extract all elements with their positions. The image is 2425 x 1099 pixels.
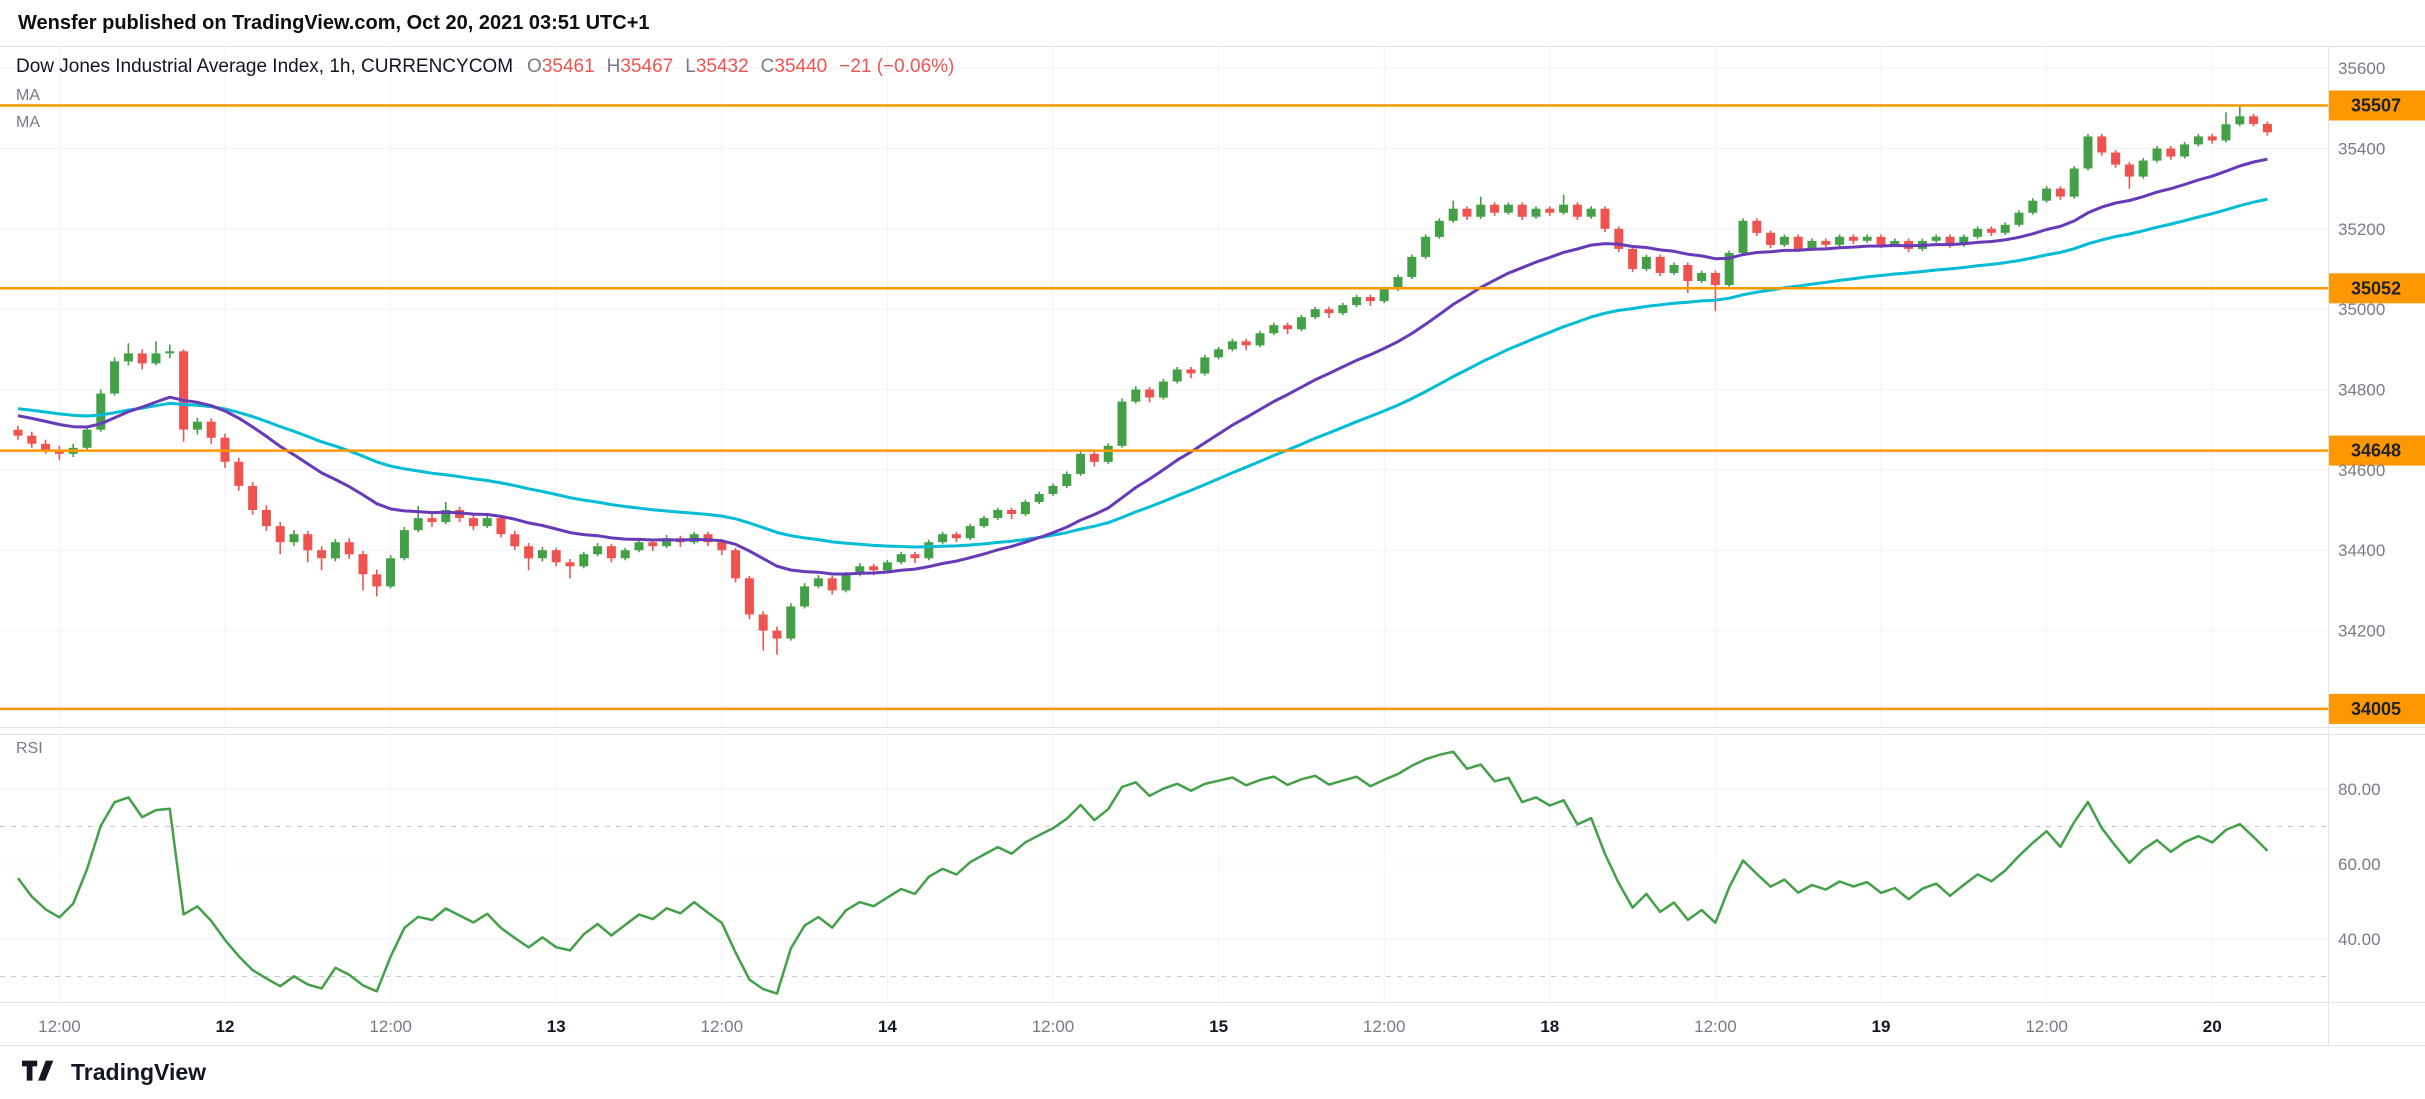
rsi-indicator-label[interactable]: RSI <box>16 740 43 757</box>
open-value: 35461 <box>541 56 595 77</box>
svg-text:34400: 34400 <box>2338 541 2385 560</box>
time-axis[interactable]: 12:00 12 12:00 13 12:00 14 12:00 15 12:00 18 12:00… <box>38 1017 2222 1036</box>
svg-text:13: 13 <box>547 1017 566 1036</box>
svg-text:35400: 35400 <box>2338 139 2385 158</box>
svg-text:12:00: 12:00 <box>2025 1017 2068 1036</box>
svg-text:35000: 35000 <box>2338 300 2385 319</box>
ma-indicator-label-1[interactable]: MA <box>16 87 40 104</box>
svg-text:80.00: 80.00 <box>2338 780 2381 799</box>
price-line-labels[interactable]: 35507 35052 34648 34005 <box>2329 90 2425 724</box>
high-label: H <box>606 56 621 77</box>
svg-text:34005: 34005 <box>2351 699 2401 719</box>
svg-text:35600: 35600 <box>2338 59 2385 78</box>
svg-text:14: 14 <box>878 1017 897 1036</box>
open-label: O <box>527 56 542 77</box>
svg-text:12:00: 12:00 <box>701 1017 744 1036</box>
svg-text:34200: 34200 <box>2338 622 2385 641</box>
ohlc-readout: O35461 H35467 L35432 C35440 −21 (−0.06%) <box>527 56 954 78</box>
svg-text:12:00: 12:00 <box>1694 1017 1737 1036</box>
ma-indicator-label-2[interactable]: MA <box>16 114 40 131</box>
svg-text:12:00: 12:00 <box>1363 1017 1406 1036</box>
svg-text:34600: 34600 <box>2338 461 2385 480</box>
change-value: −21 (−0.06%) <box>839 56 955 77</box>
attribution-text: Wensfer published on TradingView.com, Oc… <box>18 11 650 34</box>
low-label: L <box>685 56 696 77</box>
svg-text:12: 12 <box>216 1017 235 1036</box>
svg-text:20: 20 <box>2203 1017 2222 1036</box>
symbol-title[interactable]: Dow Jones Industrial Average Index, 1h, … <box>16 56 514 77</box>
close-label: C <box>760 56 775 77</box>
svg-text:18: 18 <box>1540 1017 1559 1036</box>
candlestick-series[interactable] <box>13 105 2272 655</box>
svg-text:40.00: 40.00 <box>2338 930 2381 949</box>
svg-text:19: 19 <box>1872 1017 1891 1036</box>
attribution-bar: Wensfer published on TradingView.com, Oc… <box>0 0 2425 46</box>
price-axis[interactable]: 35600 35400 35200 35000 34800 34600 34400 34200… <box>2338 59 2385 949</box>
close-value: 35440 <box>774 56 828 77</box>
horizontal-lines[interactable] <box>0 104 2328 711</box>
high-value: 35467 <box>620 56 674 77</box>
svg-text:35200: 35200 <box>2338 220 2385 239</box>
tradingview-logo-icon[interactable] <box>22 1060 60 1086</box>
svg-text:15: 15 <box>1209 1017 1228 1036</box>
chart-canvas[interactable]: 35507 35052 34648 34005 35600 35400 35200 35000… <box>0 46 2425 1046</box>
footer-bar: TradingView <box>0 1046 2425 1099</box>
svg-text:12:00: 12:00 <box>38 1017 81 1036</box>
tradingview-wordmark[interactable]: TradingView <box>71 1059 207 1085</box>
svg-text:60.00: 60.00 <box>2338 855 2381 874</box>
rsi-line[interactable] <box>16 750 2269 995</box>
chart-legend: Dow Jones Industrial Average Index, 1h, … <box>16 56 954 132</box>
svg-text:34800: 34800 <box>2338 381 2385 400</box>
svg-text:12:00: 12:00 <box>1032 1017 1075 1036</box>
svg-text:35052: 35052 <box>2351 278 2401 298</box>
ma-fast-line[interactable] <box>17 157 2268 576</box>
svg-text:35507: 35507 <box>2351 95 2401 115</box>
low-value: 35432 <box>695 56 749 77</box>
svg-text:34648: 34648 <box>2351 441 2401 461</box>
svg-text:12:00: 12:00 <box>369 1017 412 1036</box>
gridlines <box>0 46 2328 1002</box>
ma-slow-line[interactable] <box>17 197 2268 549</box>
pane-borders <box>0 46 2425 1046</box>
